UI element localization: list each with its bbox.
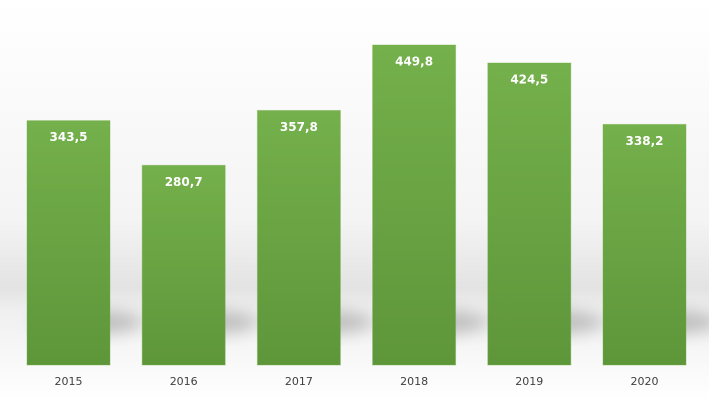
bar [26,120,111,366]
value-label: 357,8 [280,120,318,134]
x-tick-label: 2017 [285,375,313,388]
x-tick-label: 2016 [170,375,198,388]
value-label: 343,5 [50,130,88,144]
value-label: 449,8 [395,55,433,69]
x-tick-label: 2015 [55,375,83,388]
bar [487,62,572,366]
x-tick-label: 2018 [400,375,428,388]
bar [141,164,226,366]
x-tick-label: 2019 [515,375,543,388]
value-label: 280,7 [165,175,203,189]
bars: 343,5 2015 280,7 2016 357,8 2017 449,8 2018 424,… [26,44,687,388]
value-label: 338,2 [626,134,664,148]
bar [602,123,687,366]
x-tick-label: 2020 [631,375,659,388]
bar [372,44,457,366]
value-label: 424,5 [510,73,548,87]
bar [256,109,341,366]
